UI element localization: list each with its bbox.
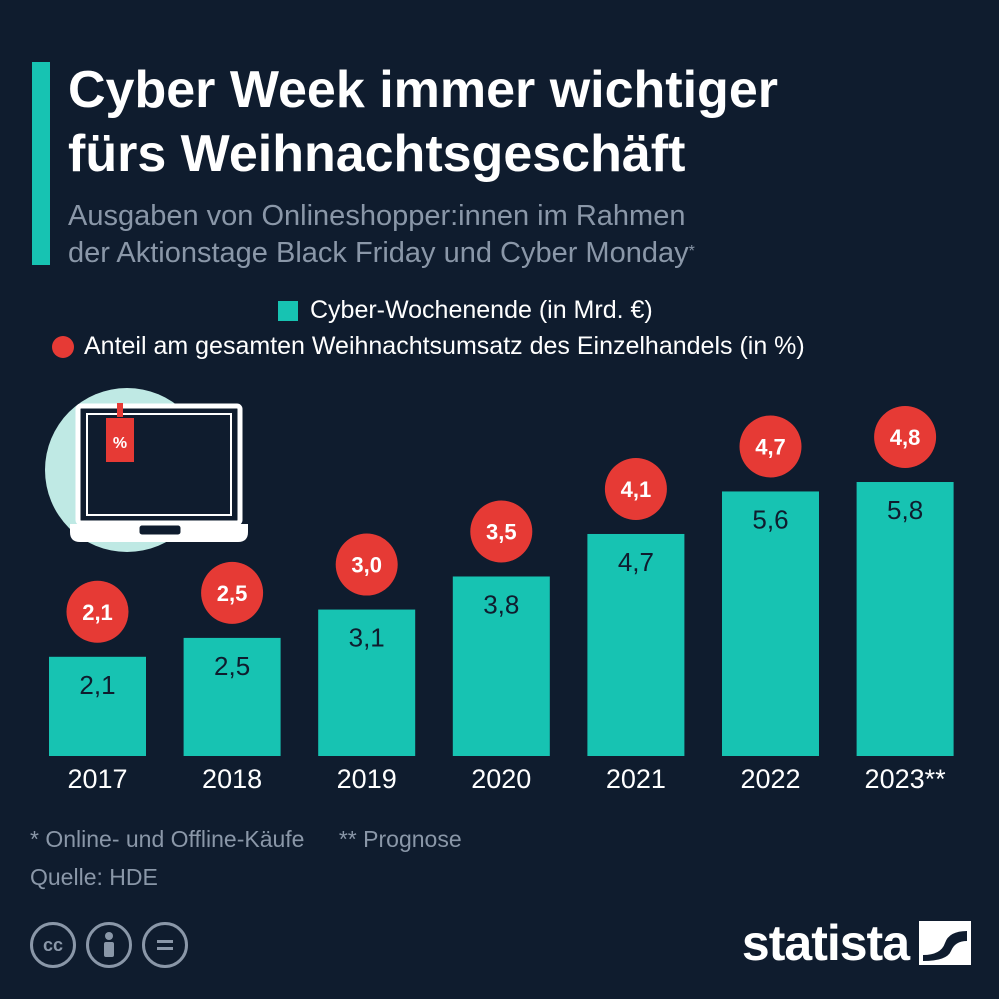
share-dot-label: 3,5: [486, 519, 517, 544]
x-tick-label: 2022: [740, 764, 800, 794]
legend-swatch-dot: [52, 335, 74, 358]
laptop-trackpad: [139, 525, 181, 535]
title-accent-bar: [32, 62, 50, 265]
footnote-2: ** Prognose: [338, 826, 462, 852]
x-tick-label: 2019: [337, 764, 397, 794]
bar: [49, 656, 146, 756]
share-dot: [604, 457, 667, 520]
share-dot-label: 4,8: [890, 425, 921, 450]
bar-value-label: 5,6: [752, 504, 788, 534]
brand: statista: [742, 914, 971, 972]
price-tag-text: %: [113, 435, 127, 452]
share-dot: [739, 415, 802, 478]
x-tick-label: 2020: [471, 764, 531, 794]
legend-swatch-square: [278, 300, 298, 321]
bar: [856, 482, 954, 756]
x-tick-label: 2018: [202, 764, 262, 794]
footnotes: * Online- und Offline-Käufe ** Prognose: [30, 826, 490, 853]
bar: [587, 533, 685, 756]
share-dot: [470, 500, 533, 563]
legend-dots: Anteil am gesamten Weihnachtsumsatz des …: [52, 332, 999, 361]
statista-logo-icon: [919, 921, 971, 965]
attribution-icon[interactable]: [86, 922, 132, 968]
dot-series: 2,1 2,5 3,0 3,5 4,1 4,7 4,8: [66, 406, 937, 643]
share-dot-label: 4,7: [755, 434, 786, 459]
x-tick-label: 2017: [67, 764, 127, 794]
cc-icon[interactable]: cc: [30, 922, 76, 968]
subtitle-line-2: der Aktionstage Black Friday und Cyber M…: [68, 235, 948, 272]
share-dot: [201, 561, 264, 624]
subtitle-line-1: Ausgaben von Onlineshopper:innen im Rahm…: [68, 200, 686, 232]
laptop-illustration: %: [45, 388, 248, 552]
share-dot-label: 2,5: [217, 581, 248, 606]
x-tick-label: 2021: [606, 764, 666, 794]
share-dot: [335, 533, 398, 596]
bar: [318, 609, 416, 756]
attribution-figure: [104, 932, 114, 957]
price-tag-icon: [106, 418, 134, 462]
subtitle-footnote-mark: *: [688, 243, 695, 260]
share-dot-label: 4,1: [621, 477, 652, 502]
bar-value-label: 3,8: [483, 589, 519, 619]
title-line-1: Cyber Week immer wichtiger: [68, 61, 778, 119]
x-axis-ticks: 2017 2018 2019 2020 2021 2022 2023**: [67, 764, 946, 794]
x-tick-label: 2023**: [865, 764, 947, 794]
no-derivatives-icon[interactable]: [142, 922, 188, 968]
share-dot: [874, 406, 937, 469]
brand-name[interactable]: statista: [741, 915, 910, 971]
share-dot: [66, 580, 129, 643]
bar-value-labels: 2,1 2,5 3,1 3,8 4,7 5,6 5,8: [79, 495, 923, 700]
bar-value-label: 2,1: [79, 670, 115, 700]
bar-value-label: 3,1: [349, 623, 385, 653]
footnote-1: * Online- und Offline-Käufe: [30, 826, 305, 852]
bar-series: [49, 482, 954, 756]
price-tag-string: [117, 403, 123, 417]
legend-label-bars: Cyber-Wochenende (in Mrd. €): [310, 296, 653, 324]
bar: [452, 576, 550, 756]
title-line-2: fürs Weihnachtsgeschäft: [68, 125, 686, 183]
legend-label-dots: Anteil am gesamten Weihnachtsumsatz des …: [84, 332, 805, 360]
share-dot-label: 2,1: [82, 600, 113, 625]
legend-item-dots: Anteil am gesamten Weihnachtsumsatz des …: [52, 332, 999, 361]
bar: [722, 491, 819, 756]
legend-item-bars: Cyber-Wochenende (in Mrd. €): [278, 296, 999, 325]
subtitle-line-2-text: der Aktionstage Black Friday und Cyber M…: [68, 237, 689, 269]
license-icons: cc: [30, 922, 188, 968]
bar-value-label: 5,8: [887, 495, 923, 525]
legend-bars: Cyber-Wochenende (in Mrd. €): [278, 296, 999, 325]
bar-value-label: 4,7: [618, 547, 654, 577]
source-note: Quelle: HDE: [30, 864, 158, 890]
equals-glyph: [157, 940, 173, 950]
bar: [183, 637, 281, 756]
chart-title: Cyber Week immer wichtiger fürs Weihnach…: [68, 58, 968, 186]
bar-value-label: 2,5: [214, 651, 250, 681]
chart-subtitle: Ausgaben von Onlineshopper:innen im Rahm…: [68, 198, 948, 272]
share-dot-label: 3,0: [351, 553, 382, 578]
